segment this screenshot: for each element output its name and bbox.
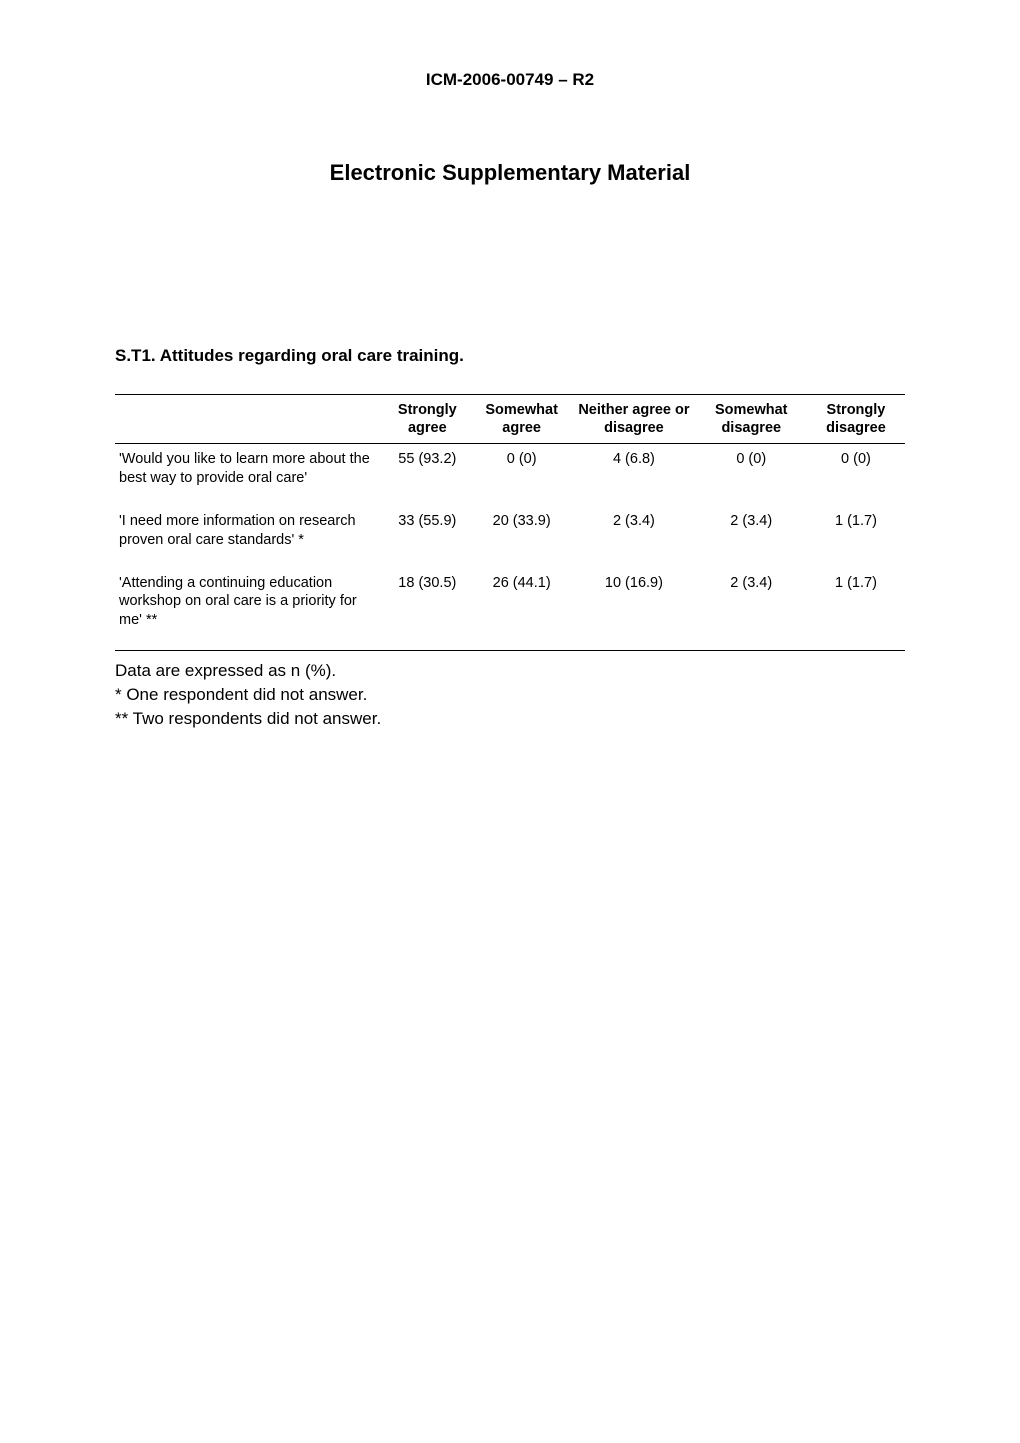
table-cell: 0 (0) (696, 444, 807, 506)
table-cell: 26 (44.1) (471, 568, 572, 651)
row-label: 'Attending a continuing education worksh… (115, 568, 384, 651)
table-cell: 18 (30.5) (384, 568, 471, 651)
table-header-row: Strongly agree Somewhat agree Neither ag… (115, 395, 905, 444)
table-cell: 2 (3.4) (696, 506, 807, 568)
footnote-line: Data are expressed as n (%). (115, 659, 905, 683)
table-cell: 1 (1.7) (807, 506, 905, 568)
table-cell: 0 (0) (471, 444, 572, 506)
footnote-line: * One respondent did not answer. (115, 683, 905, 707)
col-header-somewhat-disagree: Somewhat disagree (696, 395, 807, 444)
table-cell: 1 (1.7) (807, 568, 905, 651)
row-label: 'I need more information on research pro… (115, 506, 384, 568)
table-row: 'Attending a continuing education worksh… (115, 568, 905, 651)
attitudes-table: Strongly agree Somewhat agree Neither ag… (115, 394, 905, 651)
col-header-blank (115, 395, 384, 444)
table-title: S.T1. Attitudes regarding oral care trai… (115, 346, 905, 366)
col-header-strongly-agree: Strongly agree (384, 395, 471, 444)
table-cell: 33 (55.9) (384, 506, 471, 568)
document-id: ICM-2006-00749 – R2 (115, 70, 905, 90)
page: ICM-2006-00749 – R2 Electronic Supplemen… (0, 0, 1020, 1443)
table-cell: 2 (3.4) (572, 506, 695, 568)
col-header-strongly-disagree: Strongly disagree (807, 395, 905, 444)
footnote-line: ** Two respondents did not answer. (115, 707, 905, 731)
table-cell: 55 (93.2) (384, 444, 471, 506)
table-cell: 10 (16.9) (572, 568, 695, 651)
col-header-neither: Neither agree or disagree (572, 395, 695, 444)
table-row: 'I need more information on research pro… (115, 506, 905, 568)
document-title: Electronic Supplementary Material (115, 160, 905, 186)
table-cell: 20 (33.9) (471, 506, 572, 568)
row-label: 'Would you like to learn more about the … (115, 444, 384, 506)
table-cell: 2 (3.4) (696, 568, 807, 651)
table-cell: 4 (6.8) (572, 444, 695, 506)
table-row: 'Would you like to learn more about the … (115, 444, 905, 506)
footnotes: Data are expressed as n (%). * One respo… (115, 659, 905, 730)
col-header-somewhat-agree: Somewhat agree (471, 395, 572, 444)
table-cell: 0 (0) (807, 444, 905, 506)
